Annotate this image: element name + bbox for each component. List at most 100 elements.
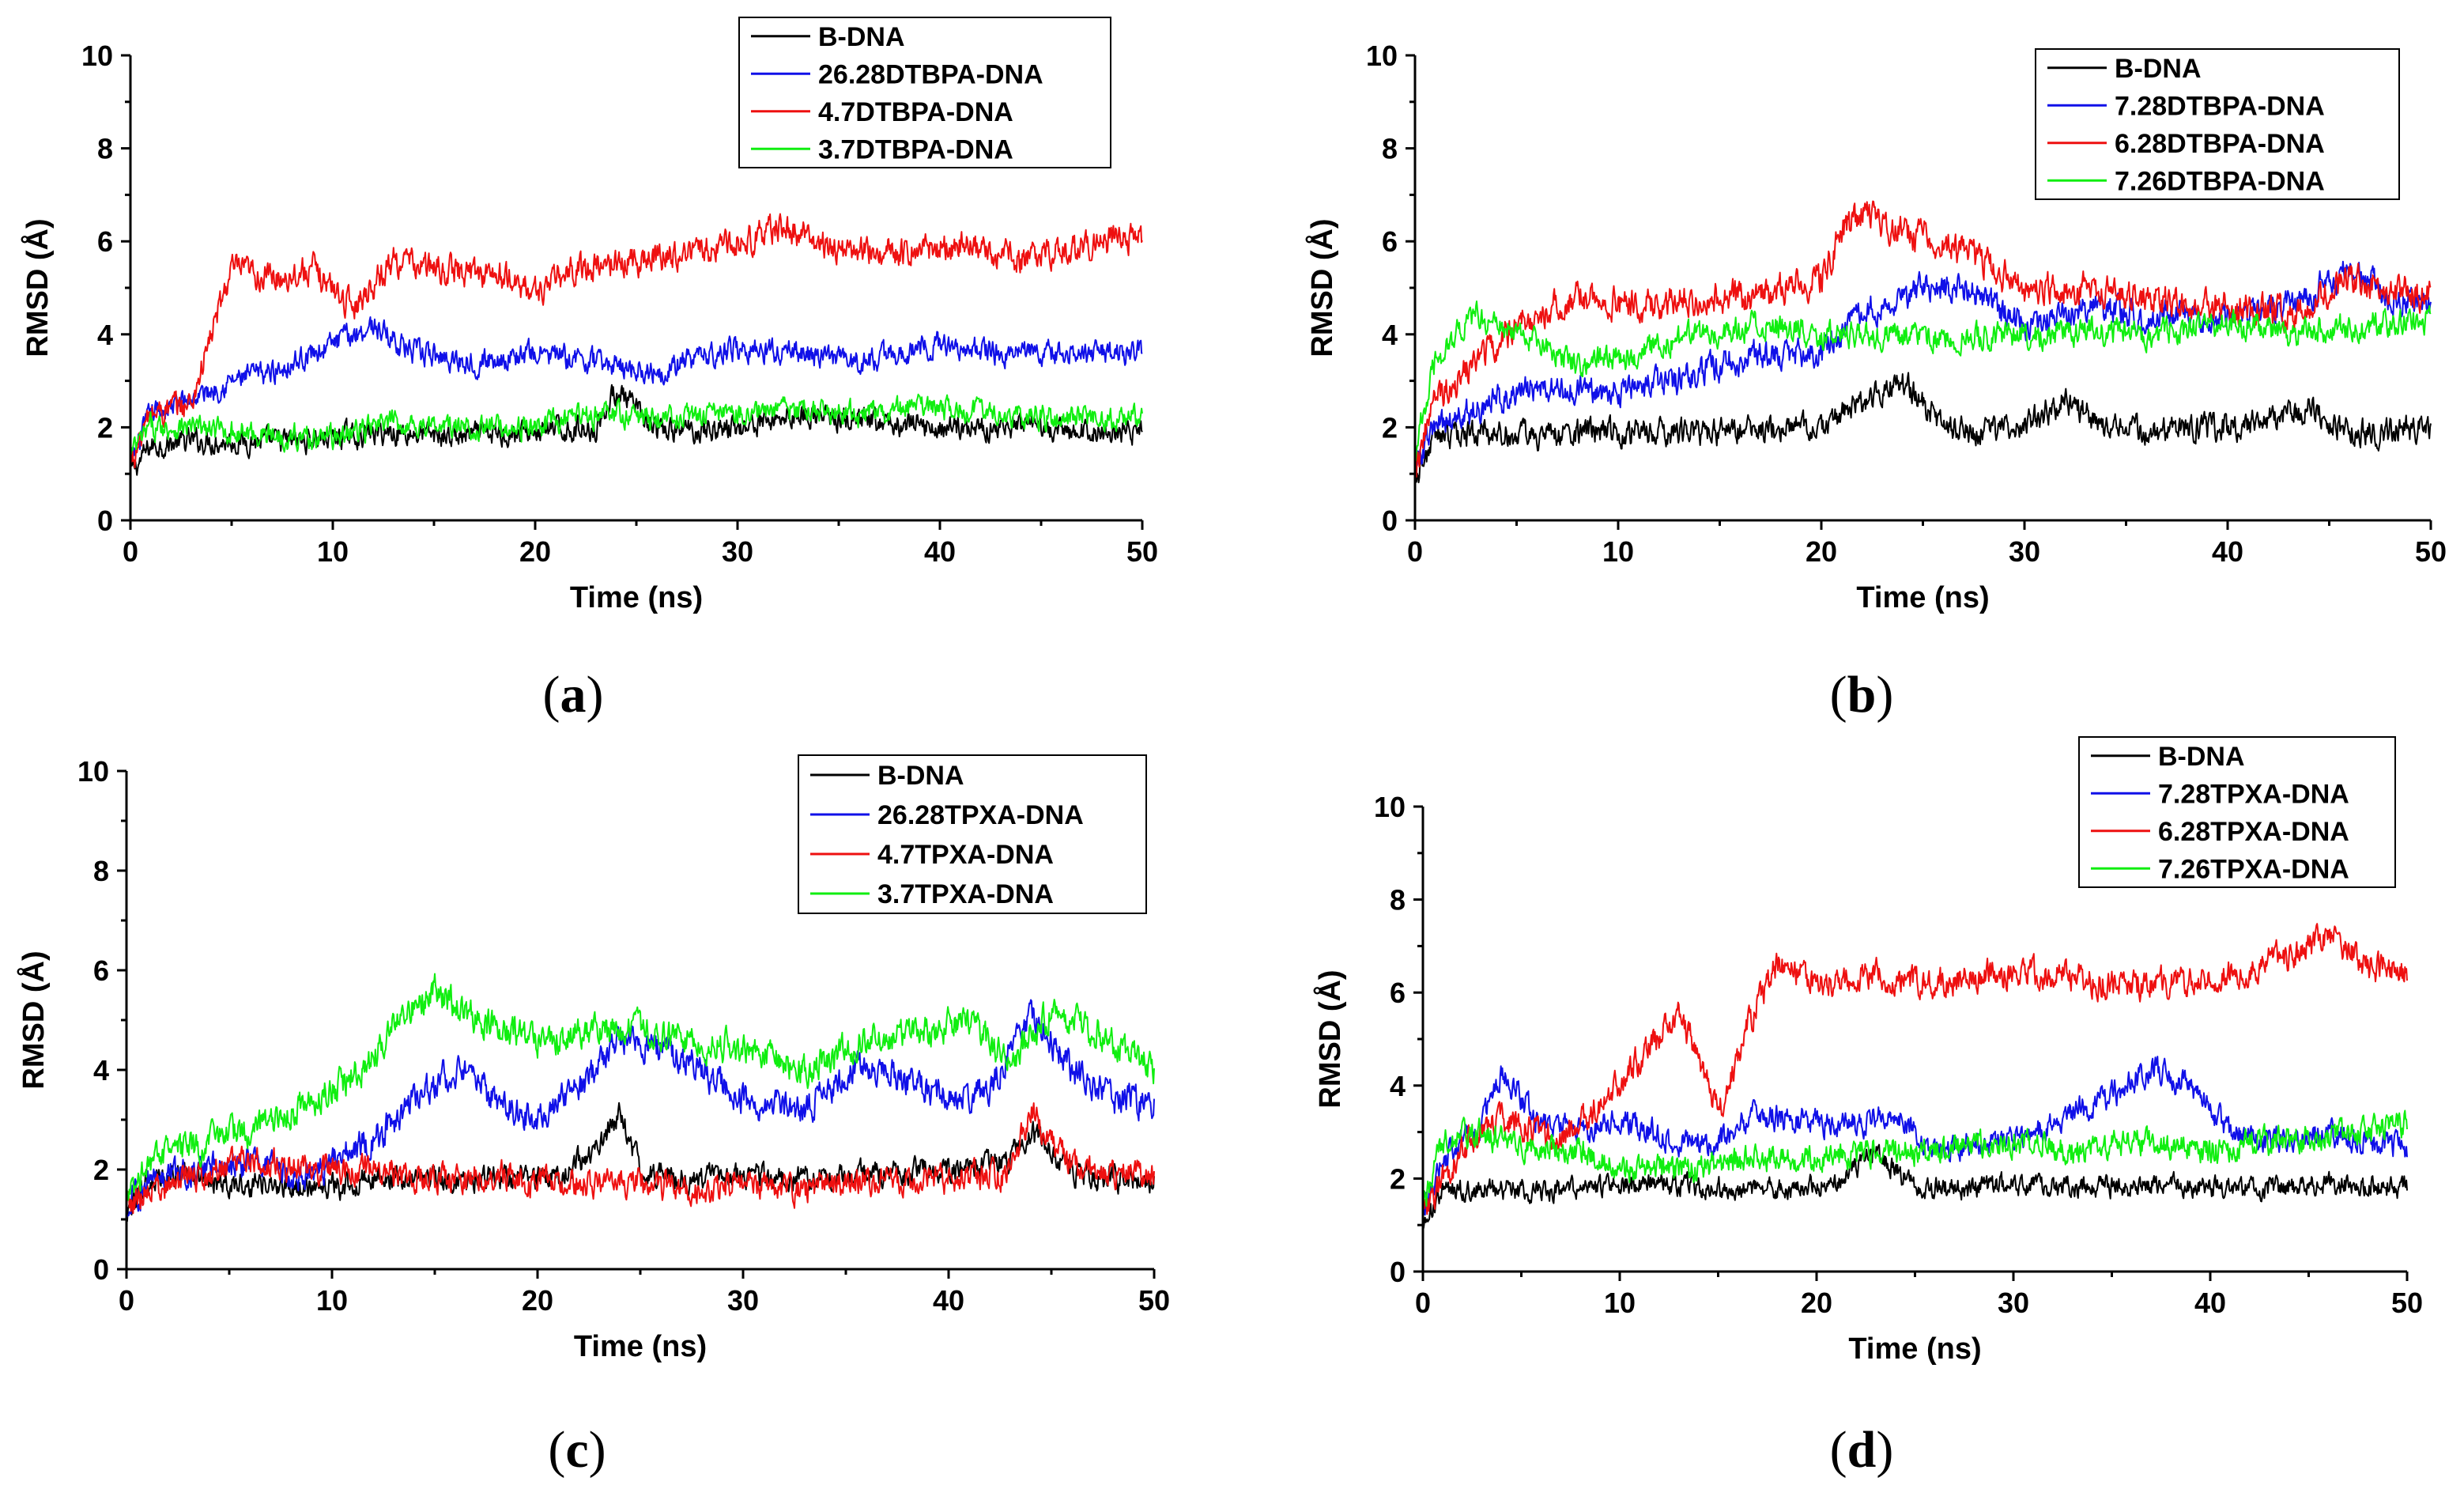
x-tick-label: 20 [522, 1284, 553, 1317]
x-tick-label: 0 [123, 535, 138, 568]
series-line-B-DNA [1414, 372, 2432, 484]
y-tick-label: 0 [1390, 1256, 1406, 1288]
x-tick-label: 40 [924, 535, 956, 568]
y-tick-label: 0 [97, 505, 113, 537]
y-tick-label: 10 [77, 755, 109, 788]
x-tick-label: 20 [519, 535, 551, 568]
y-tick-label: 4 [93, 1054, 109, 1087]
x-tick-label: 50 [1126, 535, 1158, 568]
panel-label: (c) [548, 1421, 606, 1479]
series-line-4.7DTBPA-DNA [130, 213, 1143, 469]
legend-entry: 26.28DTBPA-DNA [818, 59, 1043, 89]
legend-entry: B-DNA [877, 761, 964, 791]
legend: B-DNA 26.28TPXA-DNA 4.7TPXA-DNA 3.7TPXA-DNA [798, 754, 1147, 914]
legend-entry: 6.28DTBPA-DNA [2115, 129, 2325, 159]
x-axis-label: Time (ns) [1856, 581, 1989, 614]
y-axis-label: RMSD (Å) [20, 218, 55, 357]
chart-panel-3: 0 2 4 6 8 10 0 10 20 30 40 50 Time (ns) RMSD (Å) B-DNA… [1312, 736, 2423, 1479]
legend-entry: 6.28TPXA-DNA [2158, 817, 2349, 847]
x-tick-label: 50 [2391, 1287, 2423, 1319]
series-line-B-DNA [1422, 1143, 2408, 1229]
x-tick-label: 30 [2009, 535, 2040, 568]
legend-box [2078, 736, 2396, 888]
legend: B-DNA 7.28DTBPA-DNA 6.28DTBPA-DNA 7.26DTBPA… [2035, 48, 2400, 200]
x-tick-label: 0 [1415, 1287, 1431, 1319]
x-tick-label: 20 [1806, 535, 1837, 568]
y-axis-label: RMSD (Å) [16, 950, 51, 1089]
legend-box [2035, 48, 2400, 200]
series-line-6.28DTBPA-DNA [1414, 200, 2432, 478]
series-line-4.7TPXA-DNA [126, 1102, 1155, 1215]
y-tick-label: 2 [93, 1154, 109, 1186]
x-tick-label: 30 [1998, 1287, 2029, 1319]
legend-box [798, 754, 1147, 914]
series-line-26.28TPXA-DNA [126, 999, 1155, 1218]
x-axis-label: Time (ns) [570, 581, 703, 614]
legend-entry: 7.26DTBPA-DNA [2115, 166, 2325, 196]
x-axis-label: Time (ns) [574, 1330, 707, 1363]
series-line-3.7TPXA-DNA [126, 973, 1155, 1201]
x-tick-label: 0 [1407, 535, 1423, 568]
x-tick-label: 20 [1801, 1287, 1832, 1319]
y-tick-label: 8 [93, 855, 109, 887]
chart-panel-1: 0 2 4 6 8 10 0 10 20 30 40 50 Time (ns) RMSD (Å) B-DNA… [1304, 40, 2447, 724]
x-tick-label: 40 [933, 1284, 964, 1317]
chart-panel-2: 0 2 4 6 8 10 0 10 20 30 40 50 Time (ns) RMSD (Å) B-DNA… [16, 754, 1170, 1479]
legend-entry: B-DNA [2158, 742, 2245, 772]
series-line-B-DNA [130, 384, 1143, 476]
legend-entry: 4.7TPXA-DNA [877, 840, 1054, 870]
y-tick-label: 2 [1382, 411, 1398, 444]
x-tick-label: 10 [1604, 1287, 1636, 1319]
x-axis-label: Time (ns) [1848, 1332, 1981, 1366]
chart-panel-0: 0 2 4 6 8 10 0 10 20 30 40 50 Time (ns) RMSD (Å) B-DNA… [20, 17, 1158, 724]
x-tick-label: 10 [317, 535, 349, 568]
legend-entry: 3.7DTBPA-DNA [818, 134, 1013, 164]
series-line-26.28DTBPA-DNA [130, 316, 1143, 465]
legend-entry: B-DNA [2115, 54, 2202, 84]
y-tick-label: 10 [1374, 791, 1406, 823]
y-tick-label: 2 [97, 411, 113, 444]
series-line-7.28DTBPA-DNA [1414, 260, 2432, 471]
x-tick-label: 40 [2194, 1287, 2226, 1319]
y-tick-label: 10 [1366, 40, 1398, 72]
y-tick-label: 8 [97, 133, 113, 165]
y-tick-label: 8 [1382, 133, 1398, 165]
legend-entry: 3.7TPXA-DNA [877, 879, 1054, 909]
legend-entry: 7.28TPXA-DNA [2158, 779, 2349, 809]
legend-entry: 7.28DTBPA-DNA [2115, 91, 2325, 121]
x-tick-label: 10 [1602, 535, 1634, 568]
series-line-3.7DTBPA-DNA [130, 393, 1143, 456]
y-tick-label: 0 [1382, 505, 1398, 537]
panel-label: (a) [543, 666, 604, 724]
y-tick-label: 6 [97, 225, 113, 258]
y-tick-label: 6 [93, 954, 109, 987]
x-tick-label: 50 [2415, 535, 2447, 568]
y-tick-label: 10 [81, 40, 113, 72]
x-tick-label: 30 [727, 1284, 759, 1317]
y-tick-label: 6 [1390, 977, 1406, 1009]
panel-label: (d) [1830, 1421, 1894, 1479]
legend: B-DNA 26.28DTBPA-DNA 4.7DTBPA-DNA 3.7DTBPA-… [738, 17, 1111, 168]
panel-label: (b) [1830, 666, 1894, 724]
y-tick-label: 2 [1390, 1162, 1406, 1195]
y-axis-label: RMSD (Å) [1304, 218, 1339, 357]
series-line-7.26DTBPA-DNA [1414, 300, 2432, 462]
x-tick-label: 10 [316, 1284, 348, 1317]
legend-entry: B-DNA [818, 22, 905, 52]
y-tick-label: 4 [1390, 1070, 1406, 1102]
legend-entry: 4.7DTBPA-DNA [818, 97, 1013, 127]
legend-box [738, 17, 1111, 168]
x-tick-label: 40 [2212, 535, 2243, 568]
series-line-6.28TPXA-DNA [1422, 923, 2408, 1216]
y-axis-label: RMSD (Å) [1312, 969, 1347, 1108]
legend-entry: 26.28TPXA-DNA [877, 800, 1084, 830]
y-tick-label: 4 [1382, 319, 1398, 351]
x-tick-label: 30 [722, 535, 753, 568]
y-tick-label: 4 [97, 319, 113, 351]
x-tick-label: 0 [119, 1284, 134, 1317]
legend: B-DNA 7.28TPXA-DNA 6.28TPXA-DNA 7.26TPXA-DN… [2078, 736, 2396, 888]
legend-entry: 7.26TPXA-DNA [2158, 854, 2349, 884]
series-line-7.26TPXA-DNA [1422, 1109, 2408, 1207]
x-tick-label: 50 [1138, 1284, 1170, 1317]
